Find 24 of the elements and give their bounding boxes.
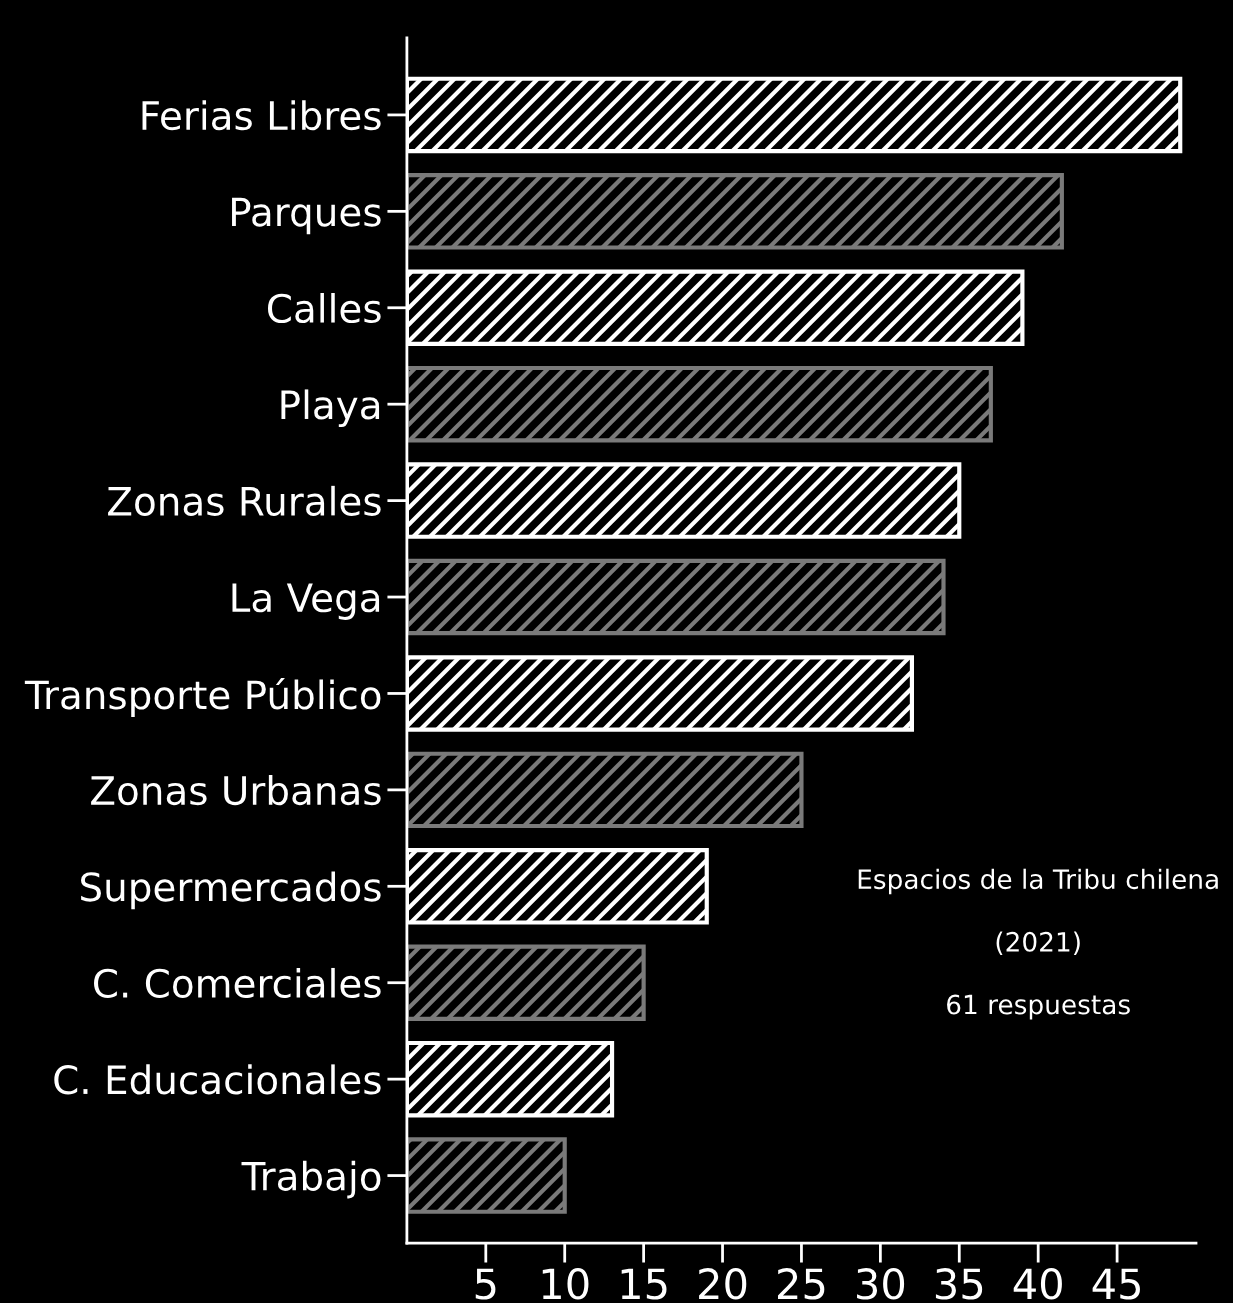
x-tick-label: 35 bbox=[935, 1268, 983, 1300]
y-tick-label: Calles bbox=[267, 292, 381, 324]
x-tick-label: 45 bbox=[1092, 1268, 1140, 1300]
x-tick-label: 30 bbox=[857, 1268, 905, 1300]
y-tick-label: C. Comerciales bbox=[94, 967, 381, 999]
y-tick-label: Ferias Libres bbox=[142, 100, 381, 131]
x-tick-label: 40 bbox=[1013, 1268, 1062, 1300]
annotation: 61 respuestas bbox=[947, 994, 1130, 1020]
y-tick-label: C. Educacionales bbox=[54, 1064, 381, 1095]
x-tick-label: 25 bbox=[777, 1268, 825, 1300]
x-tick-label: 5 bbox=[475, 1268, 496, 1300]
y-tick-label: Trabajo bbox=[241, 1160, 381, 1199]
y-tick-label: Zonas Urbanas bbox=[91, 775, 381, 806]
y-tick-label: La Vega bbox=[232, 583, 380, 620]
y-tick-label: Playa bbox=[281, 389, 380, 428]
y-tick-label: Transporte Público bbox=[24, 677, 381, 718]
annotation: Espacios de la Tribu chilena bbox=[858, 868, 1218, 895]
annotation: (2021) bbox=[996, 931, 1080, 955]
x-tick-label: 10 bbox=[542, 1268, 589, 1300]
x-tick-label: 20 bbox=[699, 1268, 747, 1300]
y-tick-label: Supermercados bbox=[81, 871, 381, 910]
y-tick-label: Parques bbox=[232, 197, 381, 235]
y-tick-label: Zonas Rurales bbox=[108, 485, 381, 516]
x-tick-label: 15 bbox=[621, 1268, 667, 1300]
